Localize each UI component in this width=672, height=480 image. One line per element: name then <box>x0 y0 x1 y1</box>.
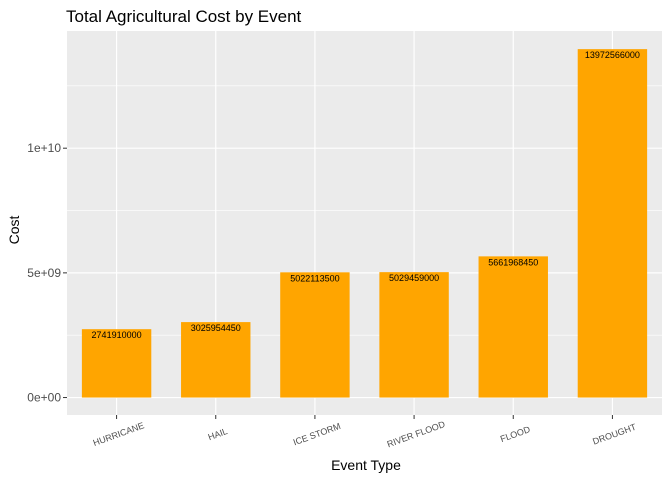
bar-river-flood <box>379 272 449 398</box>
bar-hurricane <box>81 329 152 398</box>
x-tick-label: FLOOD <box>499 424 532 444</box>
y-tick-label: 5e+09 <box>27 266 61 280</box>
bar-value-label: 5029459000 <box>389 273 439 283</box>
bar-value-label: 3025954450 <box>191 323 241 333</box>
y-tick-label: 0e+00 <box>27 391 61 405</box>
bar-drought <box>577 49 648 398</box>
bar-hail <box>181 322 251 398</box>
y-tick-label: 1e+10 <box>27 141 61 155</box>
bar-value-labels: 2741910000 3025954450 5022113500 5029459000… <box>92 50 640 340</box>
bar-value-label: 2741910000 <box>92 330 142 340</box>
bar-value-label: 5022113500 <box>290 273 339 283</box>
x-tick-label: RIVER FLOOD <box>386 419 447 449</box>
chart-title: Total Agricultural Cost by Event <box>66 7 302 26</box>
minor-gridlines <box>67 85 662 336</box>
y-axis: 0e+00 5e+09 1e+10 <box>27 141 67 405</box>
x-tick-label: HURRICANE <box>92 420 146 448</box>
bar-value-label: 5661968450 <box>488 257 538 267</box>
bars <box>81 49 648 398</box>
plot-panel <box>67 31 662 415</box>
bar-value-label: 13972566000 <box>585 50 640 60</box>
x-tick-label: HAIL <box>207 426 229 442</box>
x-axis-title: Event Type <box>331 457 401 473</box>
x-tick-label: DROUGHT <box>591 422 638 447</box>
x-axis: HURRICANE HAIL ICE STORM RIVER FLOOD FLOOD DR… <box>92 415 638 449</box>
bar-flood <box>478 256 548 398</box>
y-axis-title: Cost <box>6 216 22 245</box>
bar-ice-storm <box>280 272 350 398</box>
x-tick-label: ICE STORM <box>292 421 342 447</box>
